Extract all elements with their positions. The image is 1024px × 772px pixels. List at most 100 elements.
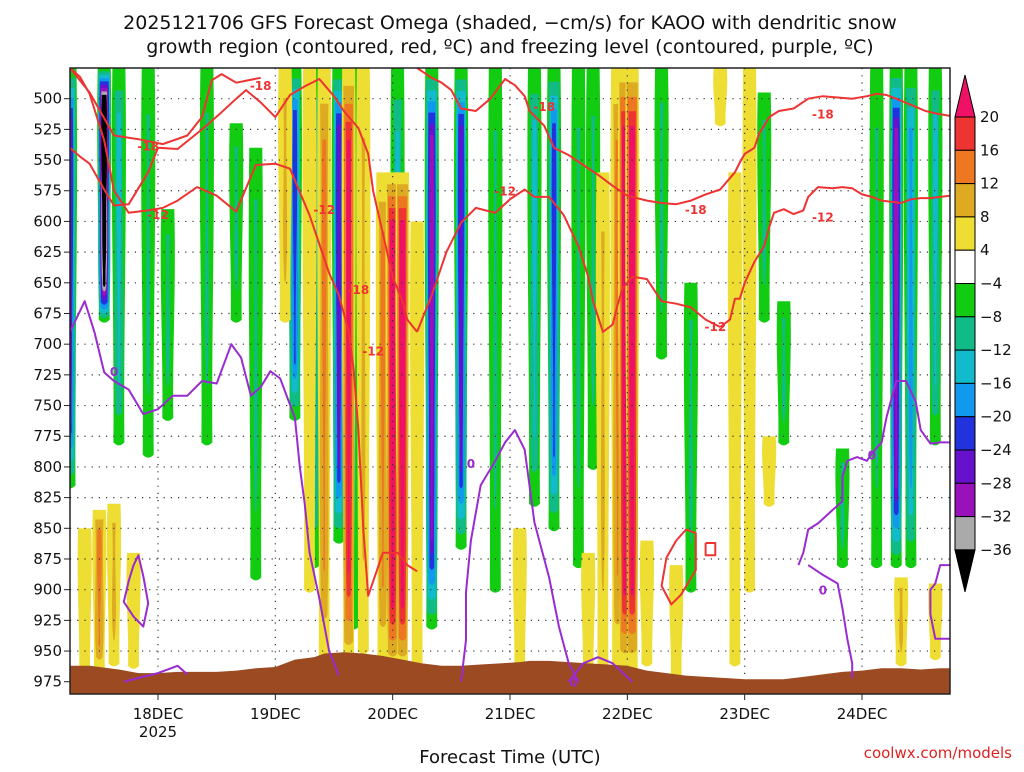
freezing-contour-label: 0 bbox=[819, 584, 827, 598]
omega-neg-column-21-level-8 bbox=[688, 319, 693, 544]
omega-neg-column-26-level-28 bbox=[893, 127, 899, 489]
x-tick-label: 23DEC bbox=[719, 705, 770, 723]
omega-neg-column-8-level-20 bbox=[292, 109, 298, 365]
red-contour-label: -18 bbox=[348, 283, 370, 297]
red-contour-0 bbox=[70, 78, 418, 333]
omega-neg-column-24 bbox=[835, 448, 850, 569]
colorbar-label: −4 bbox=[980, 275, 1002, 293]
omega-pos-column-3-level-4 bbox=[126, 552, 141, 669]
y-tick-label: 525 bbox=[33, 120, 62, 138]
colorbar-label: 12 bbox=[980, 175, 999, 193]
omega-pos-column-21 bbox=[713, 68, 728, 127]
plot-area: -18 -12 -18 -12 -18 -12 -12 -18 -18 -12 -18 -12 0 0 0 0… bbox=[70, 68, 950, 694]
omega-pos-column-4-level-8 bbox=[283, 98, 288, 283]
red-contour-label: -12 bbox=[147, 208, 169, 222]
omega-pos-column-20-level-4 bbox=[669, 565, 684, 679]
colorbar-band bbox=[954, 382, 976, 418]
omega-pos-column-15-level-8 bbox=[600, 231, 605, 590]
omega-pos-column-14 bbox=[581, 552, 596, 673]
colorbar-band bbox=[954, 183, 976, 218]
colorbar-band bbox=[954, 516, 976, 551]
omega-pos-column-20 bbox=[669, 565, 684, 679]
freezing-level-contour-7 bbox=[807, 564, 854, 678]
omega-neg-column-4-level-8 bbox=[165, 234, 170, 388]
red-contour-label: -18 bbox=[137, 139, 159, 153]
omega-pos-column-0-level-4 bbox=[77, 528, 92, 682]
red-contour-label: -12 bbox=[313, 203, 335, 217]
colorbar-label: −20 bbox=[980, 408, 1012, 426]
credit-text[interactable]: coolwx.com/models bbox=[864, 744, 1012, 762]
x-tick-label: 22DEC bbox=[602, 705, 653, 723]
colorbar: 20 16 12 8 4 −4 −8 −12 −16 −20 −24 −28 −32 −36 bbox=[954, 74, 1012, 593]
omega-pos-column-24 bbox=[762, 436, 777, 507]
red-contour-label: -12 bbox=[494, 185, 516, 199]
omega-pos-column-23 bbox=[742, 68, 757, 593]
omega-neg-column-28-level-12 bbox=[932, 112, 938, 386]
y-tick-label: 725 bbox=[33, 366, 62, 384]
omega-neg-column-17-level-20 bbox=[551, 123, 557, 458]
omega-pos-column-25 bbox=[894, 577, 909, 667]
omega-neg-column-7-level-8 bbox=[253, 199, 258, 512]
omega-pos-column-9-level-12 bbox=[380, 231, 386, 588]
y-tick-label: 975 bbox=[33, 673, 62, 691]
omega-neg-column-23-level-8 bbox=[781, 318, 786, 423]
omega-neg-column-15-level-8 bbox=[493, 130, 498, 510]
terrain-layer bbox=[70, 652, 950, 694]
axes: 500 525 550 575 600 625 650 675 700 725 750 775 800 8… bbox=[33, 90, 887, 741]
omega-shading bbox=[70, 68, 943, 682]
omega-neg-column-6 bbox=[229, 123, 244, 323]
red-contour-label: -18 bbox=[250, 79, 272, 93]
omega-pos-column-1-level-12 bbox=[96, 529, 102, 647]
y-tick-label: 925 bbox=[33, 611, 62, 629]
colorbar-label: 4 bbox=[980, 241, 990, 259]
omega-neg-column-26 bbox=[889, 68, 904, 569]
omega-pos-column-23-level-4 bbox=[742, 68, 757, 593]
omega-neg-column-5-level-8 bbox=[204, 112, 209, 386]
omega-pos-column-19 bbox=[639, 540, 654, 667]
y-tick-label: 775 bbox=[33, 427, 62, 445]
y-tick-label: 575 bbox=[33, 182, 62, 200]
omega-pos-column-21-level-4 bbox=[713, 68, 728, 127]
omega-neg-column-20-level-8 bbox=[659, 102, 664, 314]
omega-neg-column-13-level-28 bbox=[429, 135, 435, 541]
x-tick-label: 24DEC bbox=[837, 705, 888, 723]
chart-title-line-2: growth region (contoured, red, ºC) and f… bbox=[146, 36, 873, 58]
y-tick-label: 700 bbox=[33, 335, 62, 353]
colorbar-label: −16 bbox=[980, 374, 1012, 392]
omega-pos-column-11-level-24 bbox=[400, 231, 405, 593]
x-tick-year: 2025 bbox=[139, 723, 177, 741]
omega-pos-column-26 bbox=[928, 583, 943, 661]
omega-pos-column-22 bbox=[727, 172, 742, 667]
omega-neg-column-6-level-8 bbox=[234, 146, 239, 292]
colorbar-label: −28 bbox=[980, 474, 1012, 492]
omega-neg-column-2-level-12 bbox=[116, 112, 122, 386]
omega-pos-column-18-level-24 bbox=[630, 140, 635, 577]
freezing-contour-label: 0 bbox=[868, 449, 876, 463]
omega-neg-column-2 bbox=[111, 68, 126, 446]
omega-neg-column-13 bbox=[424, 68, 439, 630]
omega-neg-column-4 bbox=[160, 209, 175, 421]
omega-neg-column-27-level-16 bbox=[908, 127, 913, 489]
freezing-contour-label: 0 bbox=[110, 365, 118, 379]
omega-neg-column-18-level-8 bbox=[576, 127, 581, 489]
omega-pos-column-18 bbox=[625, 68, 640, 673]
colorbar-label: −8 bbox=[980, 308, 1002, 326]
y-tick-label: 950 bbox=[33, 642, 62, 660]
colorbar-band bbox=[954, 416, 976, 451]
y-tick-label: 625 bbox=[33, 243, 62, 261]
omega-neg-column-5 bbox=[199, 68, 214, 446]
omega-pos-column-9 bbox=[375, 172, 390, 667]
freezing-level-contour-2 bbox=[123, 664, 188, 683]
colorbar-under-triangle bbox=[954, 549, 976, 593]
omega-neg-column-28 bbox=[928, 68, 943, 446]
omega-pos-column-12 bbox=[410, 221, 425, 673]
y-tick-label: 875 bbox=[33, 550, 62, 568]
red-contour-label: -18 bbox=[685, 203, 707, 217]
colorbar-label: −36 bbox=[980, 541, 1012, 559]
omega-neg-column-3-level-8 bbox=[146, 114, 151, 396]
omega-pos-column-3 bbox=[126, 552, 141, 669]
omega-neg-column-16 bbox=[527, 68, 542, 507]
red-small-contour-0 bbox=[660, 528, 697, 606]
omega-pos-column-5 bbox=[302, 68, 317, 593]
